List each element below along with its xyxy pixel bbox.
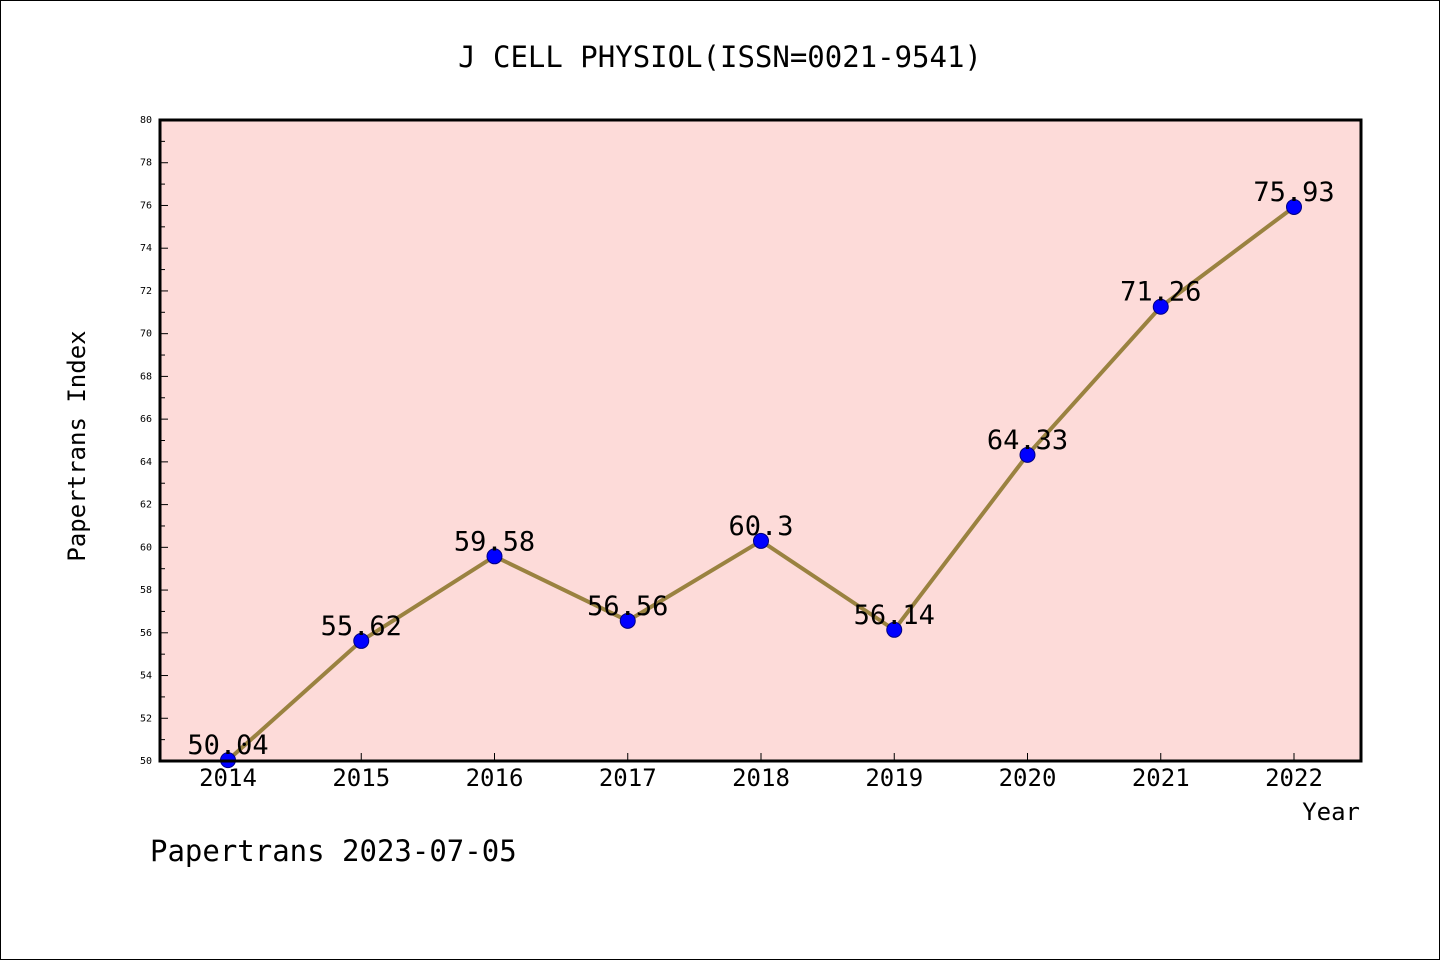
plot-border bbox=[158, 118, 1363, 763]
x-tick-label: 2015 bbox=[332, 764, 390, 792]
data-points bbox=[220, 198, 1302, 769]
chart-title: J CELL PHYSIOL(ISSN=0021-9541) bbox=[458, 40, 982, 74]
x-tick-label: 2017 bbox=[599, 764, 657, 792]
x-axis-label: Year bbox=[1302, 798, 1360, 826]
data-label: 64.33 bbox=[987, 425, 1068, 456]
plot-area bbox=[160, 120, 1361, 761]
y-tick-label: 52 bbox=[140, 713, 152, 724]
y-tick-label: 68 bbox=[140, 371, 152, 382]
y-tick-label: 70 bbox=[140, 329, 152, 340]
data-point-marker bbox=[886, 621, 903, 638]
y-tick-label: 58 bbox=[140, 585, 152, 596]
data-point-marker bbox=[619, 612, 636, 629]
data-point-marker bbox=[1286, 198, 1302, 215]
x-tick-label: 2018 bbox=[732, 764, 790, 792]
y-tick-label: 76 bbox=[140, 200, 152, 211]
y-tick-label: 80 bbox=[140, 115, 152, 126]
y-tick-label: 54 bbox=[140, 671, 152, 682]
data-point-marker bbox=[486, 548, 503, 565]
x-tick-label: 2016 bbox=[466, 764, 524, 792]
data-label: 75.93 bbox=[1253, 177, 1334, 208]
data-point-marker bbox=[1019, 446, 1036, 463]
data-point-marker bbox=[353, 632, 370, 649]
data-label: 56.56 bbox=[587, 591, 668, 622]
data-point-marker bbox=[1152, 298, 1169, 315]
y-tick-label: 64 bbox=[140, 457, 152, 468]
y-tick-label: 72 bbox=[140, 286, 152, 297]
y-tick-label: 78 bbox=[140, 158, 152, 169]
y-tick-label: 62 bbox=[140, 500, 152, 511]
data-label: 59.58 bbox=[454, 526, 535, 557]
x-tick-label: 2020 bbox=[999, 764, 1057, 792]
y-tick-label: 56 bbox=[140, 628, 152, 639]
x-tick-label: 2019 bbox=[865, 764, 923, 792]
x-tick-label: 2014 bbox=[199, 764, 257, 792]
data-label: 71.26 bbox=[1120, 277, 1201, 308]
x-tick-label: 2021 bbox=[1132, 764, 1190, 792]
data-label: 50.04 bbox=[187, 730, 268, 761]
footer-watermark: Papertrans 2023-07-05 bbox=[150, 834, 517, 868]
data-label: 60.3 bbox=[728, 511, 793, 542]
x-axis: 2014 2015 2016 2017 2018 2019 2020 2021 2022 bbox=[199, 753, 1323, 792]
x-tick-label: 2022 bbox=[1265, 764, 1323, 792]
y-tick-label: 50 bbox=[140, 756, 152, 767]
y-tick-label: 74 bbox=[140, 243, 152, 254]
y-axis: 50 52 54 56 58 60 62 64 66 68 70 72 74 76 78 80 bbox=[140, 115, 168, 767]
y-tick-label: 60 bbox=[140, 542, 152, 553]
y-axis-label: Papertrans Index bbox=[63, 330, 91, 561]
data-label: 55.62 bbox=[321, 611, 402, 642]
data-point-marker bbox=[753, 532, 769, 549]
data-labels: 50.04 55.62 59.58 56.56 60.3 56.14 64.33 71.26 7… bbox=[187, 177, 1334, 761]
data-label: 56.14 bbox=[854, 600, 935, 631]
y-tick-label: 66 bbox=[140, 414, 152, 425]
